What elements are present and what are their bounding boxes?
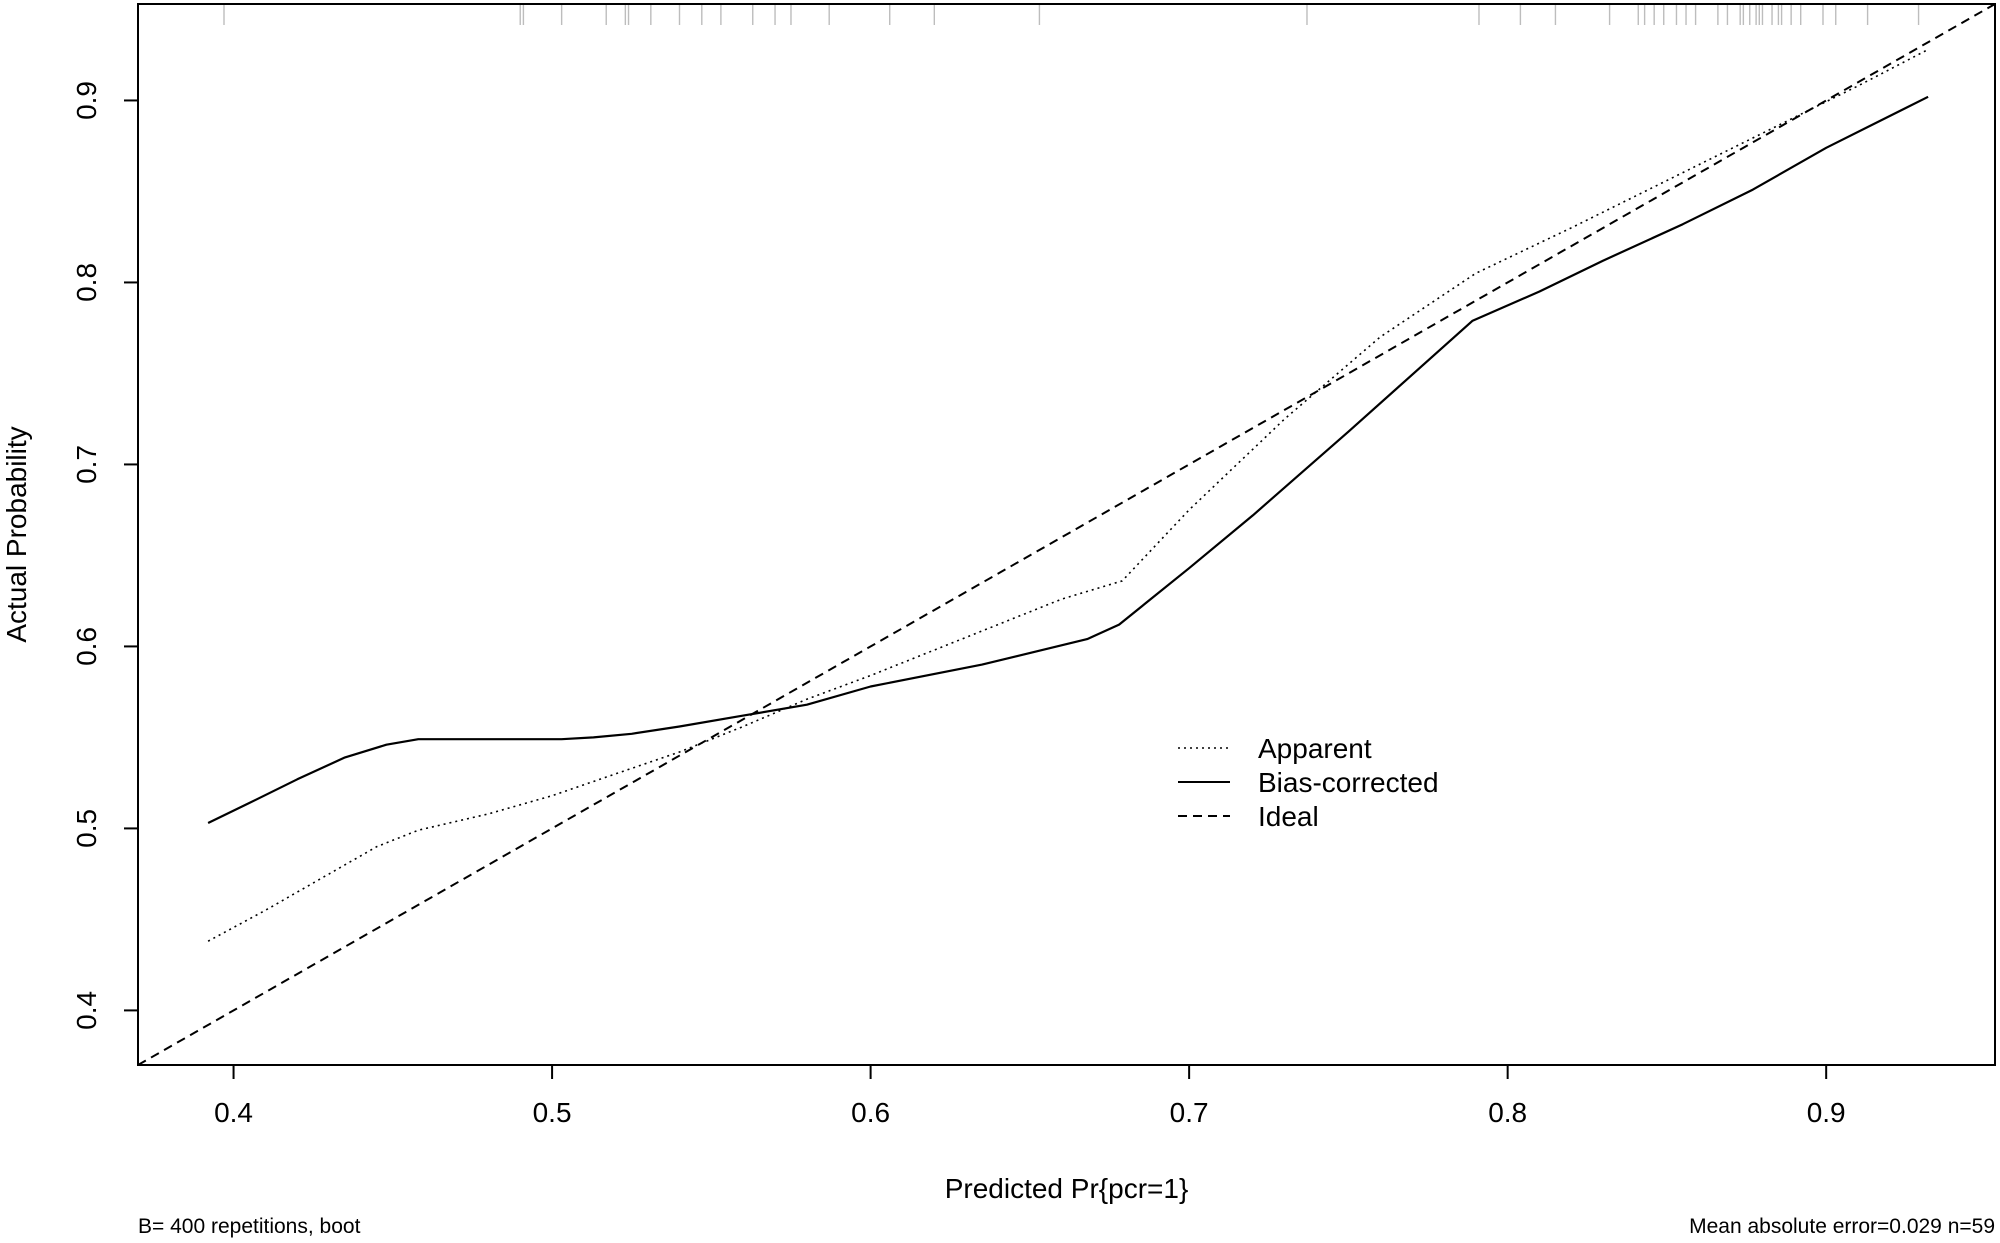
y-tick-label: 0.7 <box>71 445 102 484</box>
series-line-apparent <box>207 48 1929 942</box>
series-line-bias-corrected <box>207 95 1929 824</box>
x-tick-label: 0.8 <box>1488 1097 1527 1128</box>
y-tick-label: 0.8 <box>71 263 102 302</box>
y-tick-label: 0.6 <box>71 627 102 666</box>
series-line-ideal <box>137 3 1996 1066</box>
legend-label-ideal: Ideal <box>1258 801 1319 832</box>
y-tick-label: 0.9 <box>71 81 102 120</box>
x-tick-label: 0.7 <box>1170 1097 1209 1128</box>
plot-area-frame <box>137 3 1996 1066</box>
y-axis-title: Actual Probability <box>1 426 32 642</box>
chart-lines <box>137 3 1996 1066</box>
x-tick-label: 0.4 <box>214 1097 253 1128</box>
repetitions-note: B= 400 repetitions, boot <box>138 1215 361 1238</box>
y-tick-label: 0.4 <box>71 991 102 1030</box>
legend: Apparent Bias-corrected Ideal <box>1178 733 1439 832</box>
y-tick-label: 0.5 <box>71 809 102 848</box>
x-tick-label: 0.6 <box>851 1097 890 1128</box>
legend-label-apparent: Apparent <box>1258 733 1372 764</box>
x-axis-title: Predicted Pr{pcr=1} <box>945 1173 1189 1204</box>
x-tick-label: 0.9 <box>1807 1097 1846 1128</box>
legend-label-bias-corrected: Bias-corrected <box>1258 767 1439 798</box>
mean-error-note: Mean absolute error=0.029 n=59 <box>1689 1215 1995 1238</box>
x-axis: 0.4 0.5 0.6 0.7 0.8 0.9 <box>214 1065 1846 1128</box>
y-axis: 0.4 0.5 0.6 0.7 0.8 0.9 <box>71 81 138 1030</box>
x-tick-label: 0.5 <box>533 1097 572 1128</box>
rug-ticks <box>223 4 1920 25</box>
